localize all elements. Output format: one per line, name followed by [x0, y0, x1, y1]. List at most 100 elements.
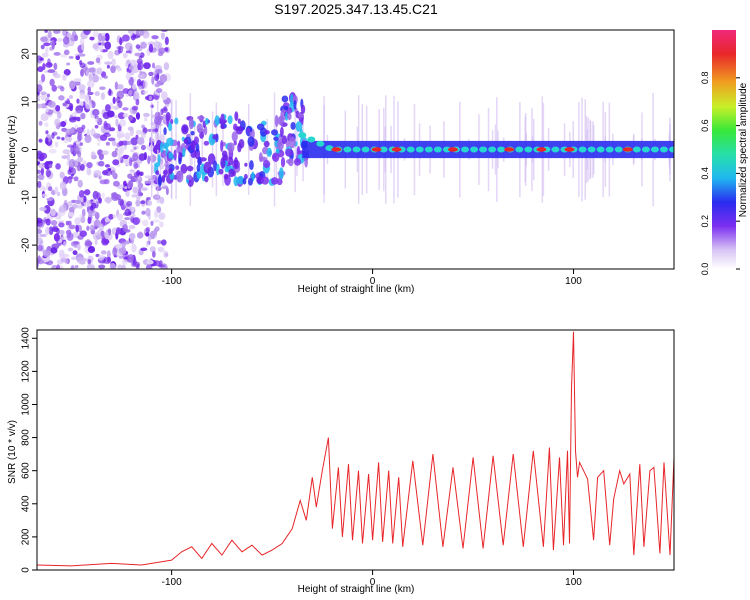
noise-blob	[74, 244, 78, 249]
noise-blob	[106, 250, 111, 259]
transition-blob	[237, 175, 245, 185]
noise-blob	[58, 95, 65, 101]
noise-blob	[45, 169, 52, 178]
noise-blob	[142, 90, 149, 95]
transition-blob	[188, 117, 194, 130]
noise-blob	[125, 190, 130, 198]
transition-blob	[281, 135, 288, 145]
transition-blob	[180, 163, 188, 174]
noise-blob	[37, 180, 42, 188]
transition-blob	[273, 136, 279, 141]
noise-blob	[79, 230, 88, 237]
noise-blob	[143, 151, 148, 161]
transition-blob	[186, 174, 193, 181]
noise-blob	[59, 181, 67, 191]
spectrogram-ylabel: Frequency (Hz)	[7, 116, 18, 185]
noise-blob	[92, 30, 99, 38]
noise-blob	[87, 245, 96, 254]
noise-blob	[41, 52, 49, 58]
noise-blob	[144, 180, 149, 184]
transition-blob	[166, 137, 174, 147]
ridge-peak	[371, 147, 382, 152]
noise-blob	[80, 112, 86, 120]
noise-blob	[140, 200, 146, 205]
noise-blob	[89, 36, 95, 41]
ridge-cell	[406, 146, 415, 153]
transition-blob	[218, 168, 224, 175]
noise-blob	[86, 162, 93, 169]
transition-blob	[272, 152, 280, 162]
transition-blob	[248, 177, 253, 186]
noise-blob	[87, 79, 95, 89]
transition-blob	[157, 175, 163, 187]
noise-blob	[106, 64, 111, 69]
transition-blob	[196, 169, 202, 180]
ridge-cell	[433, 146, 442, 153]
noise-blob	[85, 101, 93, 110]
noise-blob	[143, 62, 151, 70]
transition-blob	[280, 126, 284, 138]
noise-blob	[95, 57, 101, 64]
noise-blob	[67, 144, 75, 148]
noise-blob	[86, 199, 92, 207]
noise-blob	[45, 47, 49, 55]
noise-blob	[122, 253, 130, 260]
noise-blob	[112, 214, 116, 219]
transition-blob	[174, 117, 179, 125]
noise-blob	[47, 30, 52, 39]
noise-blob	[43, 42, 51, 47]
noise-blob	[66, 153, 71, 161]
noise-blob	[68, 211, 74, 217]
transition-blob	[233, 140, 237, 146]
noise-blob	[140, 144, 146, 151]
noise-blob	[119, 119, 127, 127]
noise-blob	[91, 202, 97, 209]
transition-blob	[243, 173, 248, 180]
noise-blob	[116, 67, 122, 72]
noise-blob	[72, 231, 80, 238]
noise-blob	[64, 136, 73, 141]
noise-blob	[38, 163, 45, 169]
noise-blob	[103, 178, 110, 185]
noise-blob	[111, 150, 118, 158]
noise-blob	[37, 169, 42, 174]
noise-blob	[124, 42, 133, 51]
spectrogram-xlabel: Height of straight line (km)	[298, 284, 415, 295]
noise-blob	[83, 30, 91, 35]
noise-blob	[101, 150, 109, 156]
ridge-cell	[524, 146, 533, 153]
noise-blob	[76, 127, 84, 134]
ridge-cell	[343, 146, 352, 153]
noise-blob	[37, 98, 41, 102]
noise-blob	[156, 240, 162, 245]
transition-blob	[159, 142, 164, 153]
noise-blob	[136, 231, 144, 239]
noise-blob	[90, 151, 96, 157]
noise-blob	[160, 30, 168, 33]
transition-blob	[176, 170, 184, 183]
noise-blob	[140, 41, 147, 49]
transition-blob	[234, 111, 239, 122]
transition-blob	[284, 105, 289, 111]
noise-blob	[37, 244, 43, 252]
ridge-band	[302, 140, 674, 159]
noise-blob	[56, 264, 61, 269]
noise-blob	[162, 114, 167, 120]
transition-blob	[168, 152, 174, 159]
noise-blob	[115, 96, 121, 104]
transition-blob	[227, 115, 233, 125]
noise-blob	[104, 217, 110, 223]
noise-blob	[151, 35, 159, 40]
transition-blob	[182, 147, 186, 158]
noise-blob	[61, 137, 65, 141]
noise-blob	[121, 259, 128, 265]
noise-blob	[129, 32, 133, 36]
noise-blob	[158, 47, 166, 54]
noise-blob	[131, 105, 139, 111]
snr-ytick-label: 1200	[21, 360, 32, 383]
transition-blob	[157, 154, 161, 165]
noise-blob	[138, 187, 142, 197]
noise-blob	[118, 198, 125, 206]
noise-blob	[159, 196, 165, 205]
noise-blob	[143, 79, 148, 89]
